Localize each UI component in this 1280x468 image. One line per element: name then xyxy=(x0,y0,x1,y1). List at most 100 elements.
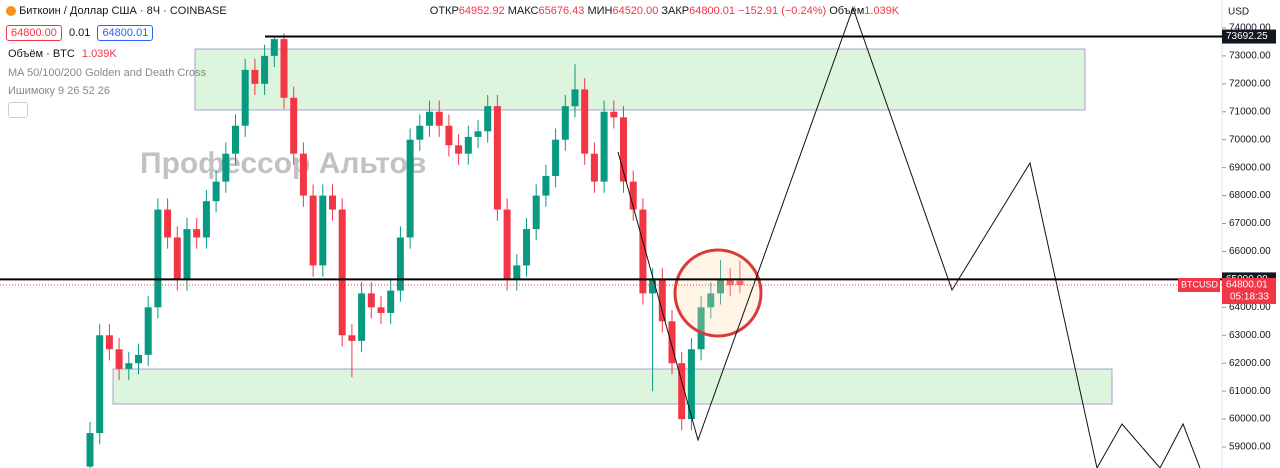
candle-body xyxy=(309,195,317,266)
candle-body xyxy=(367,293,375,308)
value: 1.039K xyxy=(864,5,900,17)
candle-body xyxy=(396,237,404,291)
candle-body xyxy=(678,363,686,420)
candle-body xyxy=(290,97,298,154)
candle-body xyxy=(115,349,123,369)
zone xyxy=(112,368,1113,405)
y-tick-label: 71000.00 xyxy=(1229,106,1271,117)
candle-body xyxy=(435,111,443,126)
ask[interactable]: 64800.01 xyxy=(97,25,154,41)
last-price-tag xyxy=(1222,277,1276,304)
candle-body xyxy=(629,181,637,210)
quote-row: 64800.00 0.01 64800.01 xyxy=(6,25,154,41)
candle-body xyxy=(610,111,618,118)
candle-body xyxy=(319,195,327,266)
label: Объём xyxy=(829,5,865,17)
candle-body xyxy=(348,335,356,341)
candle-body xyxy=(717,279,724,294)
candle-body xyxy=(232,125,239,154)
candle-body xyxy=(707,293,715,308)
change: −152.91 (−0.24%) xyxy=(738,5,827,17)
candle-body xyxy=(406,139,414,238)
candle-body xyxy=(658,279,666,322)
y-tick-label: 70000.00 xyxy=(1229,134,1271,145)
y-tick-label: 59000.00 xyxy=(1229,442,1271,453)
candle-body xyxy=(299,153,307,196)
candle-body xyxy=(125,363,133,369)
candle-body xyxy=(493,106,501,210)
candle-body xyxy=(329,195,336,210)
candle-body xyxy=(581,89,589,154)
candle-body xyxy=(600,111,608,182)
y-tick-label: 74000.00 xyxy=(1229,23,1271,34)
candle-body xyxy=(639,209,647,294)
candle-body xyxy=(86,433,94,467)
ma-indicator: MA 50/100/200 Golden and Death Cross xyxy=(8,67,207,79)
label: Объём · BTC xyxy=(8,48,75,60)
candle-body xyxy=(144,307,152,355)
price-axis xyxy=(1222,0,1280,468)
value: 1.039K xyxy=(81,48,117,60)
bid[interactable]: 64800.00 xyxy=(6,25,62,41)
candle-body xyxy=(474,131,482,137)
candle-body xyxy=(96,335,104,434)
y-tick-label: 62000.00 xyxy=(1229,358,1271,369)
y-tick-label: 72000.00 xyxy=(1229,78,1271,89)
candle-body xyxy=(668,321,676,364)
candle-body xyxy=(241,69,249,126)
candle-body xyxy=(212,181,220,202)
candle-body xyxy=(687,349,695,420)
candle-body xyxy=(377,307,385,313)
countdown: 05:18:33 xyxy=(1230,292,1269,303)
value: 64952.92 xyxy=(458,5,505,17)
volume-indicator: Объём · BTC 1.039K xyxy=(8,48,117,60)
last-price-label: 64800.01 xyxy=(1226,280,1268,291)
candle-body xyxy=(105,335,113,350)
value: 64800.01 xyxy=(689,5,736,17)
candle-body xyxy=(251,69,259,84)
candle-body xyxy=(503,209,511,280)
symbol-tag xyxy=(1178,277,1220,292)
candle-body xyxy=(649,279,657,294)
value: 64520.00 xyxy=(612,5,659,17)
symbol-label: BTCUSD xyxy=(1181,279,1219,289)
candle-body xyxy=(338,209,346,336)
candle-body xyxy=(183,229,191,280)
y-tick-label: 68000.00 xyxy=(1229,190,1271,201)
candle-body xyxy=(261,55,269,84)
candle-body xyxy=(445,125,453,146)
candle-body xyxy=(270,39,278,56)
value: 65676.43 xyxy=(538,5,585,17)
zone xyxy=(194,48,1086,111)
projection-line xyxy=(617,6,1201,468)
candle-body xyxy=(590,153,598,182)
coin-icon xyxy=(6,6,16,17)
highlight-circle xyxy=(673,248,763,338)
y-tick-label: 64000.00 xyxy=(1229,302,1271,313)
watermark: Профессор Альтов xyxy=(140,147,426,180)
y-tick-label: 67000.00 xyxy=(1229,218,1271,229)
label: ЗАКР xyxy=(661,5,690,17)
collapse-button[interactable] xyxy=(8,102,28,118)
candle-body xyxy=(552,139,560,177)
candles xyxy=(86,33,744,468)
candle-body xyxy=(513,265,521,280)
candle-body xyxy=(173,237,181,280)
currency: USD xyxy=(1228,7,1249,18)
label: МИН xyxy=(587,5,613,17)
candle-body xyxy=(154,209,162,308)
y-tick-label: 66000.00 xyxy=(1229,246,1271,257)
price-tag xyxy=(1222,29,1276,44)
candle-body xyxy=(280,39,288,98)
y-tick-label: 60000.00 xyxy=(1229,414,1271,425)
candle-body xyxy=(455,145,463,154)
candle-body xyxy=(202,201,210,238)
candle-body xyxy=(387,290,395,313)
candle-body xyxy=(222,153,230,182)
candle-body xyxy=(726,279,734,285)
header: Биткоин / Доллар США · 8Ч · COINBASE ОТК… xyxy=(6,5,899,17)
y-tick-label: 63000.00 xyxy=(1229,330,1271,341)
candle-body xyxy=(697,307,705,350)
